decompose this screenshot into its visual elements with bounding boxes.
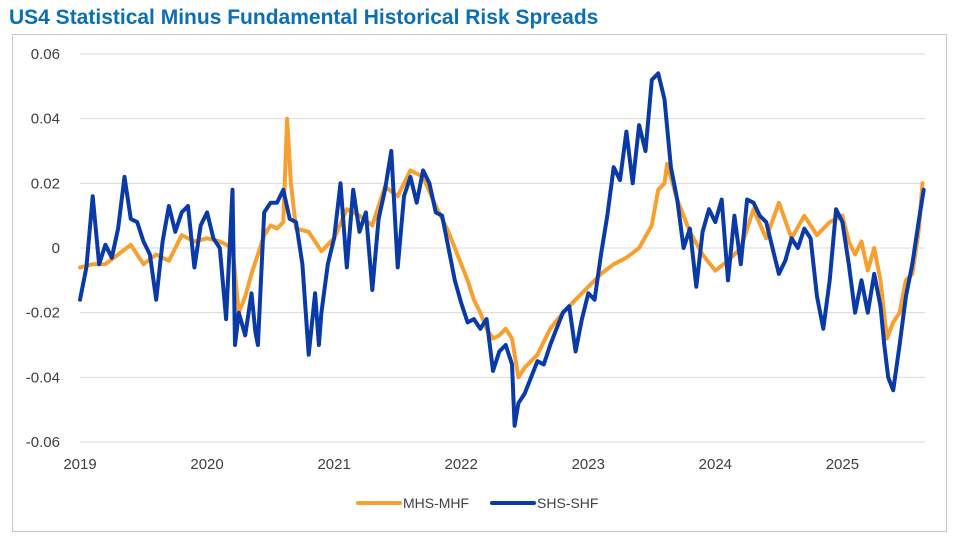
series-line-shs-shf bbox=[78, 71, 926, 428]
y-tick-label: -0.04 bbox=[26, 369, 60, 386]
x-tick-label: 2021 bbox=[317, 456, 350, 473]
x-tick-label: 2025 bbox=[826, 456, 859, 473]
y-tick-label: 0.04 bbox=[31, 111, 60, 128]
series-line-mhs-mhf bbox=[78, 116, 925, 380]
legend-label: MHS-MHF bbox=[403, 495, 469, 511]
x-tick-label: 2019 bbox=[63, 456, 96, 473]
y-tick-label: -0.06 bbox=[26, 434, 60, 451]
y-tick-label: 0.02 bbox=[31, 175, 60, 192]
y-tick-label: -0.02 bbox=[26, 305, 60, 322]
x-tick-label: 2023 bbox=[572, 456, 605, 473]
y-tick-label: 0 bbox=[52, 240, 60, 257]
chart-frame bbox=[12, 34, 947, 532]
x-axis-ticks: 2019 2020 2021 2022 2023 2024 2025 bbox=[63, 456, 859, 473]
legend: MHS-MHF SHS-SHF bbox=[356, 495, 598, 511]
chart-title: US4 Statistical Minus Fundamental Histor… bbox=[9, 6, 599, 29]
x-tick-label: 2024 bbox=[699, 456, 732, 473]
legend-label: SHS-SHF bbox=[537, 495, 598, 511]
x-tick-label: 2022 bbox=[445, 456, 478, 473]
series-lines bbox=[78, 71, 926, 428]
x-tick-label: 2020 bbox=[190, 456, 223, 473]
y-axis-ticks: 0.06 0.04 0.02 0 -0.02 -0.04 -0.06 bbox=[26, 46, 60, 451]
y-tick-label: 0.06 bbox=[31, 46, 60, 63]
